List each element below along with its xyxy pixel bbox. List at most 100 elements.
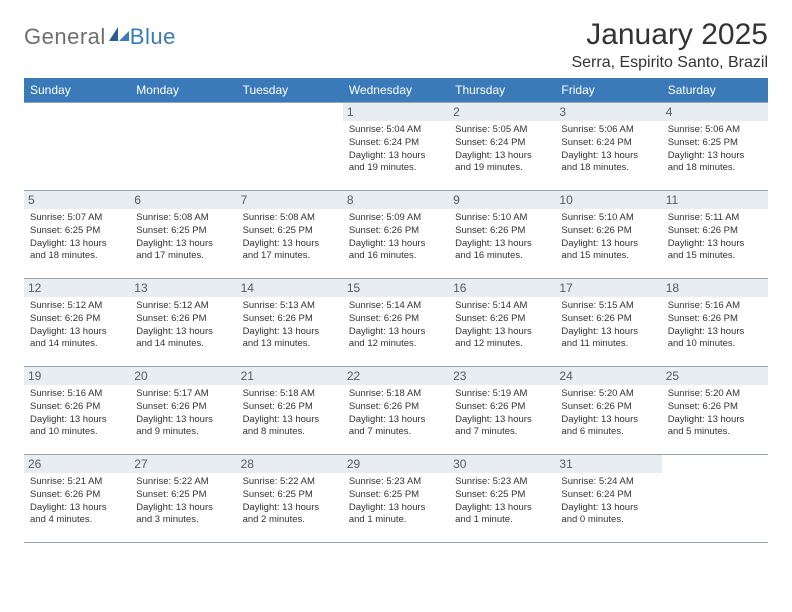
day-number: 23 bbox=[449, 367, 555, 385]
calendar-day-cell: 10Sunrise: 5:10 AMSunset: 6:26 PMDayligh… bbox=[555, 191, 661, 279]
day-number: 21 bbox=[237, 367, 343, 385]
daylight-text: Daylight: 13 hours and 10 minutes. bbox=[668, 326, 762, 352]
sunset-text: Sunset: 6:26 PM bbox=[668, 313, 762, 326]
sunrise-text: Sunrise: 5:14 AM bbox=[455, 300, 549, 313]
sunset-text: Sunset: 6:25 PM bbox=[668, 137, 762, 150]
sunrise-text: Sunrise: 5:16 AM bbox=[30, 388, 124, 401]
sunset-text: Sunset: 6:26 PM bbox=[561, 313, 655, 326]
calendar-day-cell: 11Sunrise: 5:11 AMSunset: 6:26 PMDayligh… bbox=[662, 191, 768, 279]
weekday-header: Saturday bbox=[662, 78, 768, 103]
calendar-day-cell: 16 Sunrise: 5:14 AMSunset: 6:26 PMDayligh… bbox=[449, 279, 555, 367]
sunrise-text: Sunrise: 5:15 AM bbox=[561, 300, 655, 313]
daylight-text: Daylight: 13 hours and 2 minutes. bbox=[243, 502, 337, 528]
daylight-text: Daylight: 13 hours and 15 minutes. bbox=[668, 238, 762, 264]
sunset-text: Sunset: 6:26 PM bbox=[668, 225, 762, 238]
calendar-day-cell bbox=[662, 455, 768, 543]
day-details: Sunrise: 5:23 AMSunset: 6:25 PMDaylight:… bbox=[455, 476, 549, 527]
day-number: 9 bbox=[449, 191, 555, 209]
sunset-text: Sunset: 6:25 PM bbox=[243, 225, 337, 238]
sunrise-text: Sunrise: 5:22 AM bbox=[136, 476, 230, 489]
calendar-day-cell: 25Sunrise: 5:20 AMSunset: 6:26 PMDayligh… bbox=[662, 367, 768, 455]
day-number: 28 bbox=[237, 455, 343, 473]
calendar-day-cell: 6 Sunrise: 5:08 AMSunset: 6:25 PMDaylight… bbox=[130, 191, 236, 279]
daylight-text: Daylight: 13 hours and 9 minutes. bbox=[136, 414, 230, 440]
daylight-text: Daylight: 13 hours and 5 minutes. bbox=[668, 414, 762, 440]
weekday-header: Wednesday bbox=[343, 78, 449, 103]
sunset-text: Sunset: 6:26 PM bbox=[561, 401, 655, 414]
calendar-day-cell bbox=[130, 103, 236, 191]
sunset-text: Sunset: 6:26 PM bbox=[136, 313, 230, 326]
sunset-text: Sunset: 6:25 PM bbox=[30, 225, 124, 238]
day-number: 6 bbox=[130, 191, 236, 209]
daylight-text: Daylight: 13 hours and 4 minutes. bbox=[30, 502, 124, 528]
day-details: Sunrise: 5:16 AMSunset: 6:26 PMDaylight:… bbox=[30, 388, 124, 439]
calendar-header-row: Sunday Monday Tuesday Wednesday Thursday… bbox=[24, 78, 768, 103]
daylight-text: Daylight: 13 hours and 6 minutes. bbox=[561, 414, 655, 440]
logo-text-general: General bbox=[24, 24, 106, 50]
daylight-text: Daylight: 13 hours and 12 minutes. bbox=[349, 326, 443, 352]
sunset-text: Sunset: 6:24 PM bbox=[455, 137, 549, 150]
sunrise-text: Sunrise: 5:23 AM bbox=[349, 476, 443, 489]
sunset-text: Sunset: 6:26 PM bbox=[136, 401, 230, 414]
day-details: Sunrise: 5:06 AMSunset: 6:25 PMDaylight:… bbox=[668, 124, 762, 175]
day-details: Sunrise: 5:08 AMSunset: 6:25 PMDaylight:… bbox=[136, 212, 230, 263]
calendar-week-row: 1Sunrise: 5:04 AMSunset: 6:24 PMDaylight… bbox=[24, 103, 768, 191]
sunrise-text: Sunrise: 5:04 AM bbox=[349, 124, 443, 137]
sunset-text: Sunset: 6:26 PM bbox=[455, 225, 549, 238]
calendar-day-cell bbox=[24, 103, 130, 191]
calendar-week-row: 12 Sunrise: 5:12 AMSunset: 6:26 PMDayligh… bbox=[24, 279, 768, 367]
day-number: 16 bbox=[449, 279, 555, 297]
daylight-text: Daylight: 13 hours and 18 minutes. bbox=[668, 150, 762, 176]
sunset-text: Sunset: 6:26 PM bbox=[668, 401, 762, 414]
sunset-text: Sunset: 6:26 PM bbox=[349, 401, 443, 414]
calendar-day-cell bbox=[237, 103, 343, 191]
sunrise-text: Sunrise: 5:18 AM bbox=[349, 388, 443, 401]
day-details: Sunrise: 5:08 AMSunset: 6:25 PMDaylight:… bbox=[243, 212, 337, 263]
day-number: 25 bbox=[662, 367, 768, 385]
calendar-day-cell: 22Sunrise: 5:18 AMSunset: 6:26 PMDayligh… bbox=[343, 367, 449, 455]
sunset-text: Sunset: 6:25 PM bbox=[136, 489, 230, 502]
day-number: 27 bbox=[130, 455, 236, 473]
sunrise-text: Sunrise: 5:21 AM bbox=[30, 476, 124, 489]
calendar-day-cell: 21Sunrise: 5:18 AMSunset: 6:26 PMDayligh… bbox=[237, 367, 343, 455]
sunset-text: Sunset: 6:26 PM bbox=[243, 401, 337, 414]
sunset-text: Sunset: 6:26 PM bbox=[561, 225, 655, 238]
daylight-text: Daylight: 13 hours and 19 minutes. bbox=[455, 150, 549, 176]
calendar-day-cell: 17Sunrise: 5:15 AMSunset: 6:26 PMDayligh… bbox=[555, 279, 661, 367]
sunset-text: Sunset: 6:26 PM bbox=[455, 313, 549, 326]
header: General Blue January 2025 Serra, Espirit… bbox=[24, 18, 768, 72]
calendar-day-cell: 3Sunrise: 5:06 AMSunset: 6:24 PMDaylight… bbox=[555, 103, 661, 191]
calendar-day-cell: 31Sunrise: 5:24 AMSunset: 6:24 PMDayligh… bbox=[555, 455, 661, 543]
day-number: 18 bbox=[662, 279, 768, 297]
day-details: Sunrise: 5:13 AMSunset: 6:26 PMDaylight:… bbox=[243, 300, 337, 351]
calendar-day-cell: 15Sunrise: 5:14 AMSunset: 6:26 PMDayligh… bbox=[343, 279, 449, 367]
day-details: Sunrise: 5:21 AMSunset: 6:26 PMDaylight:… bbox=[30, 476, 124, 527]
sunrise-text: Sunrise: 5:19 AM bbox=[455, 388, 549, 401]
daylight-text: Daylight: 13 hours and 17 minutes. bbox=[243, 238, 337, 264]
daylight-text: Daylight: 13 hours and 0 minutes. bbox=[561, 502, 655, 528]
day-number: 14 bbox=[237, 279, 343, 297]
day-details: Sunrise: 5:12 AMSunset: 6:26 PMDaylight:… bbox=[30, 300, 124, 351]
sunrise-text: Sunrise: 5:10 AM bbox=[455, 212, 549, 225]
weekday-header: Friday bbox=[555, 78, 661, 103]
day-number: 30 bbox=[449, 455, 555, 473]
daylight-text: Daylight: 13 hours and 15 minutes. bbox=[561, 238, 655, 264]
page: General Blue January 2025 Serra, Espirit… bbox=[0, 0, 792, 543]
daylight-text: Daylight: 13 hours and 7 minutes. bbox=[349, 414, 443, 440]
weekday-header: Monday bbox=[130, 78, 236, 103]
calendar-day-cell: 26Sunrise: 5:21 AMSunset: 6:26 PMDayligh… bbox=[24, 455, 130, 543]
sunrise-text: Sunrise: 5:14 AM bbox=[349, 300, 443, 313]
day-number: 12 bbox=[24, 279, 130, 297]
logo-text-blue: Blue bbox=[130, 24, 176, 50]
day-details: Sunrise: 5:22 AMSunset: 6:25 PMDaylight:… bbox=[136, 476, 230, 527]
day-details: Sunrise: 5:14 AMSunset: 6:26 PMDaylight:… bbox=[349, 300, 443, 351]
daylight-text: Daylight: 13 hours and 1 minute. bbox=[349, 502, 443, 528]
sunrise-text: Sunrise: 5:18 AM bbox=[243, 388, 337, 401]
calendar-body: 1Sunrise: 5:04 AMSunset: 6:24 PMDaylight… bbox=[24, 103, 768, 543]
daylight-text: Daylight: 13 hours and 12 minutes. bbox=[455, 326, 549, 352]
day-details: Sunrise: 5:11 AMSunset: 6:26 PMDaylight:… bbox=[668, 212, 762, 263]
calendar-day-cell: 19Sunrise: 5:16 AMSunset: 6:26 PMDayligh… bbox=[24, 367, 130, 455]
sunset-text: Sunset: 6:26 PM bbox=[30, 313, 124, 326]
day-details: Sunrise: 5:20 AMSunset: 6:26 PMDaylight:… bbox=[561, 388, 655, 439]
sunset-text: Sunset: 6:24 PM bbox=[561, 137, 655, 150]
